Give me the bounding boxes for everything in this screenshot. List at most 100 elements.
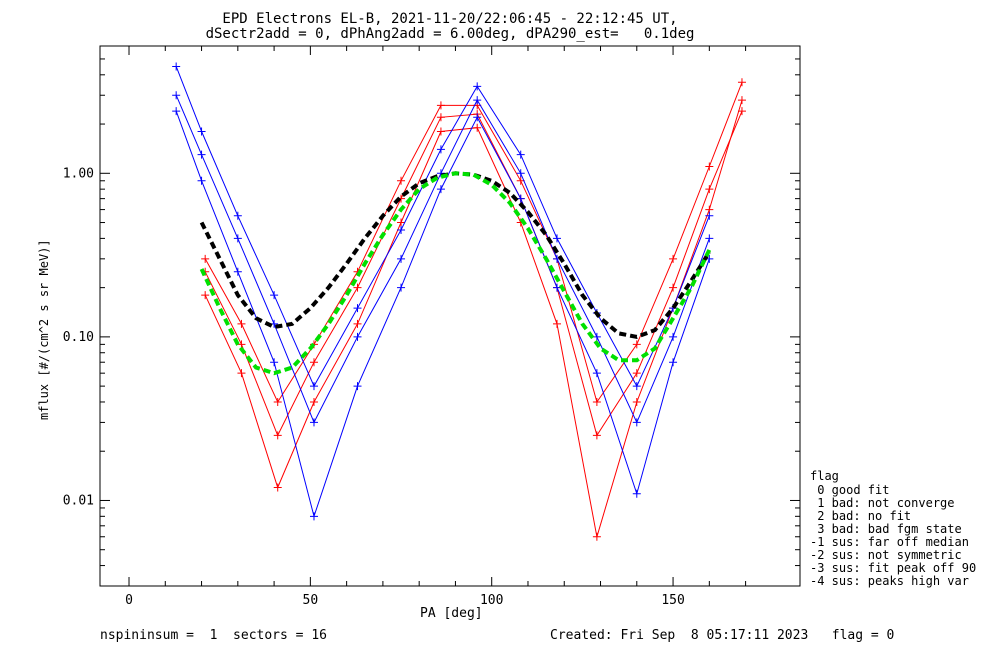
series-line-blue-4 [175,110,710,519]
data-point-red [353,319,362,328]
data-point-blue [592,332,601,341]
data-point-blue [309,512,318,521]
data-point-red [436,127,445,136]
legend-item: 1 bad: not converge [810,496,955,510]
data-point-red [309,358,318,367]
data-point-red [436,113,445,122]
data-point-red [669,254,678,263]
ticks-layer: 0 50 100 150 0.01 0.10 1.00 [63,45,800,608]
series-line-red-2 [204,82,743,404]
series-line-blue-5 [175,66,710,388]
y-tick-label: 1.00 [63,166,94,181]
series-line-red-0 [204,110,743,437]
footer-right: Created: Fri Sep 8 05:17:11 2023 flag = … [550,628,895,643]
data-point-blue [552,283,561,292]
data-point-blue [197,150,206,159]
data-point-red [737,96,746,105]
data-point-blue [516,150,525,159]
data-point-red [705,162,714,171]
x-tick-label: 50 [303,593,319,608]
y-axis-label: mflux [#/(cm^2 s sr MeV)] [37,239,51,420]
data-point-red [737,107,746,116]
data-point-red [592,532,601,541]
y-tick-label: 0.10 [63,330,94,345]
data-point-red [237,369,246,378]
data-point-blue [172,62,181,71]
data-point-blue [705,234,714,243]
data-point-blue [353,382,362,391]
legend-item: -1 sus: far off median [810,535,969,549]
data-point-blue [172,107,181,116]
x-tick-label: 100 [480,593,503,608]
legend-item: 3 bad: bad fgm state [810,522,962,536]
data-point-blue [397,254,406,263]
data-point-red [273,397,282,406]
legend-item: -4 sus: peaks high var [810,574,969,588]
data-point-red [632,369,641,378]
data-point-red [201,291,210,300]
data-point-red [273,431,282,440]
data-point-red [237,340,246,349]
legend-item: -2 sus: not symmetric [810,548,962,562]
data-point-blue [309,382,318,391]
data-point-blue [632,382,641,391]
data-point-red [353,283,362,292]
data-point-blue [197,127,206,136]
chart-subtitle: dSectr2add = 0, dPhAng2add = 6.00deg, dP… [205,26,695,42]
data-point-blue [233,234,242,243]
data-point-red [309,397,318,406]
plot-frame [99,45,801,587]
footer-left: nspininsum = 1 sectors = 16 [100,628,327,643]
data-point-blue [270,358,279,367]
data-point-red [397,218,406,227]
data-point-blue [233,267,242,276]
legend-item: 2 bad: no fit [810,509,912,523]
series-layer [172,62,746,541]
data-point-red [592,431,601,440]
series-line-green-7 [199,171,712,376]
data-point-blue [669,332,678,341]
y-tick-label: 0.01 [63,493,94,508]
data-point-blue [705,211,714,220]
data-point-red [592,397,601,406]
data-point-red [436,101,445,110]
data-point-blue [436,145,445,154]
data-point-red [237,319,246,328]
data-point-blue [632,489,641,498]
data-point-blue [233,211,242,220]
data-point-blue [473,82,482,91]
data-point-blue [397,283,406,292]
data-point-blue [270,291,279,300]
data-point-red [397,176,406,185]
data-point-blue [197,176,206,185]
data-point-blue [473,96,482,105]
data-point-red [705,185,714,194]
data-point-blue [592,369,601,378]
data-point-blue [552,234,561,243]
data-point-blue [669,358,678,367]
data-point-blue [353,304,362,313]
data-point-red [737,78,746,87]
chart-title: EPD Electrons EL-B, 2021-11-20/22:06:45 … [222,11,678,27]
series-line-black-6 [199,171,711,339]
data-point-blue [353,332,362,341]
legend-item: 0 good fit [810,483,890,497]
data-point-red [201,254,210,263]
legend-item: -3 sus: fit peak off 90 [810,561,977,575]
data-point-red [632,397,641,406]
data-point-blue [309,418,318,427]
x-tick-label: 0 [125,593,133,608]
data-point-red [632,340,641,349]
data-point-red [669,283,678,292]
data-point-blue [632,418,641,427]
data-point-blue [436,185,445,194]
data-point-red [473,123,482,132]
data-point-blue [397,226,406,235]
series-line-red-1 [204,99,743,537]
data-point-blue [516,169,525,178]
data-point-red [552,319,561,328]
data-point-blue [473,113,482,122]
data-point-blue [172,91,181,100]
legend-title: flag [810,469,839,483]
